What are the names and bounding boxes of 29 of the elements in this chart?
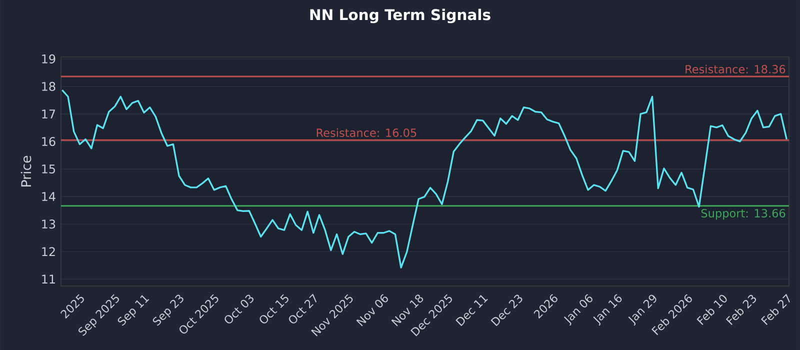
x-tick-label: Nov 06 — [356, 294, 388, 326]
x-tick-label: Oct 27 — [289, 294, 317, 324]
y-tick-label: 19 — [42, 54, 56, 64]
x-tick-label: Dec 11 — [456, 295, 488, 326]
x-tick-label: Feb 10 — [696, 294, 727, 326]
x-tick-label: Jan 06 — [564, 294, 592, 326]
ref-line-label: Support: 13.66 — [701, 208, 786, 220]
x-tick-label: Jan 16 — [593, 294, 622, 326]
x-tick-label: Feb 27 — [760, 294, 790, 326]
chart-title: NN Long Term Signals — [310, 8, 490, 24]
x-tick-label: Dec 23 — [490, 294, 522, 326]
x-tick-label: Sep 23 — [152, 294, 184, 326]
y-tick-label: 11 — [42, 274, 55, 284]
y-tick-label: 13 — [42, 220, 56, 229]
y-tick-label: 16 — [42, 136, 56, 146]
x-tick-label: Jan 29 — [628, 294, 656, 326]
y-tick-label: 18 — [42, 82, 56, 91]
x-tick-label: Sep 11 — [118, 295, 150, 326]
y-tick-label: 15 — [42, 164, 55, 174]
ref-line-label: Resistance: 18.36 — [686, 64, 786, 74]
x-tick-label: Oct 03 — [224, 294, 254, 324]
x-tick-label: Oct 15 — [260, 294, 288, 324]
ref-line-label: Resistance: 16.05 — [316, 128, 416, 138]
y-tick-label: 17 — [42, 110, 56, 118]
line-series — [61, 89, 788, 268]
x-tick-label: Feb 23 — [726, 294, 756, 326]
y-axis-title: Price — [20, 156, 32, 186]
y-tick-label: 14 — [42, 192, 56, 201]
y-tick-label: 12 — [42, 247, 55, 256]
